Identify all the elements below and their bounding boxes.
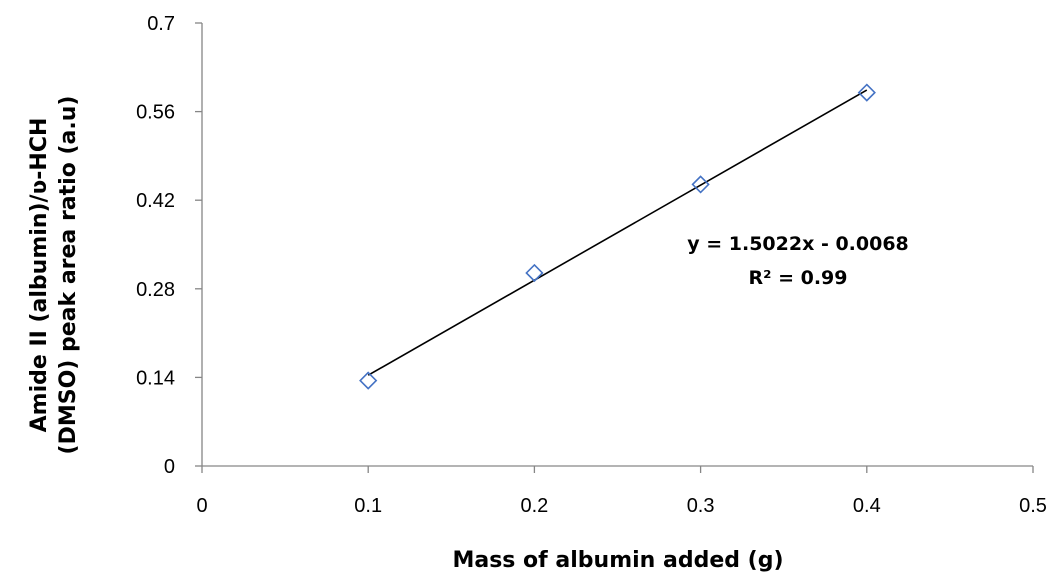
y-tick-label: 0 [164, 456, 175, 478]
x-tick-label: 0.3 [687, 495, 715, 517]
x-axis-title: Mass of albumin added (g) [452, 548, 783, 573]
y-tick-label: 0.14 [136, 367, 175, 389]
x-tick-label: 0.4 [853, 495, 881, 517]
r-squared-label: R² = 0.99 [749, 267, 848, 289]
y-tick-label: 0.42 [136, 190, 175, 212]
y-axis-title-line1: Amide II (albumin)/ʋ-HCH [27, 118, 52, 433]
data-point [857, 83, 876, 102]
linear-trendline [367, 89, 868, 376]
data-point [359, 371, 378, 390]
y-tick-label: 0.7 [147, 13, 175, 35]
y-axis-ticks: 0 0.14 0.28 0.42 0.56 0.7 [136, 13, 202, 478]
trendline-equation: y = 1.5022x - 0.0068 [687, 233, 909, 255]
y-axis-title-line2: (DMSO) peak area ratio (a.u) [56, 96, 81, 455]
x-axis-ticks: 0 0.1 0.2 0.3 0.4 0.5 [196, 466, 1047, 517]
x-tick-label: 0.5 [1019, 495, 1047, 517]
x-tick-label: 0.2 [520, 495, 548, 517]
data-points [359, 83, 876, 390]
data-point [525, 263, 544, 283]
data-point [691, 175, 710, 194]
x-tick-label: 0 [196, 495, 207, 517]
x-tick-label: 0.1 [354, 495, 382, 517]
y-axis-title-group: Amide II (albumin)/ʋ-HCH (DMSO) peak are… [27, 96, 81, 455]
y-tick-label: 0.28 [136, 279, 175, 301]
plot-area: 0 0.14 0.28 0.42 0.56 0.7 0 0.1 0.2 0.3 0.4 0.5 [136, 13, 1047, 517]
trendline-group [367, 89, 868, 376]
y-tick-label: 0.56 [136, 102, 175, 124]
